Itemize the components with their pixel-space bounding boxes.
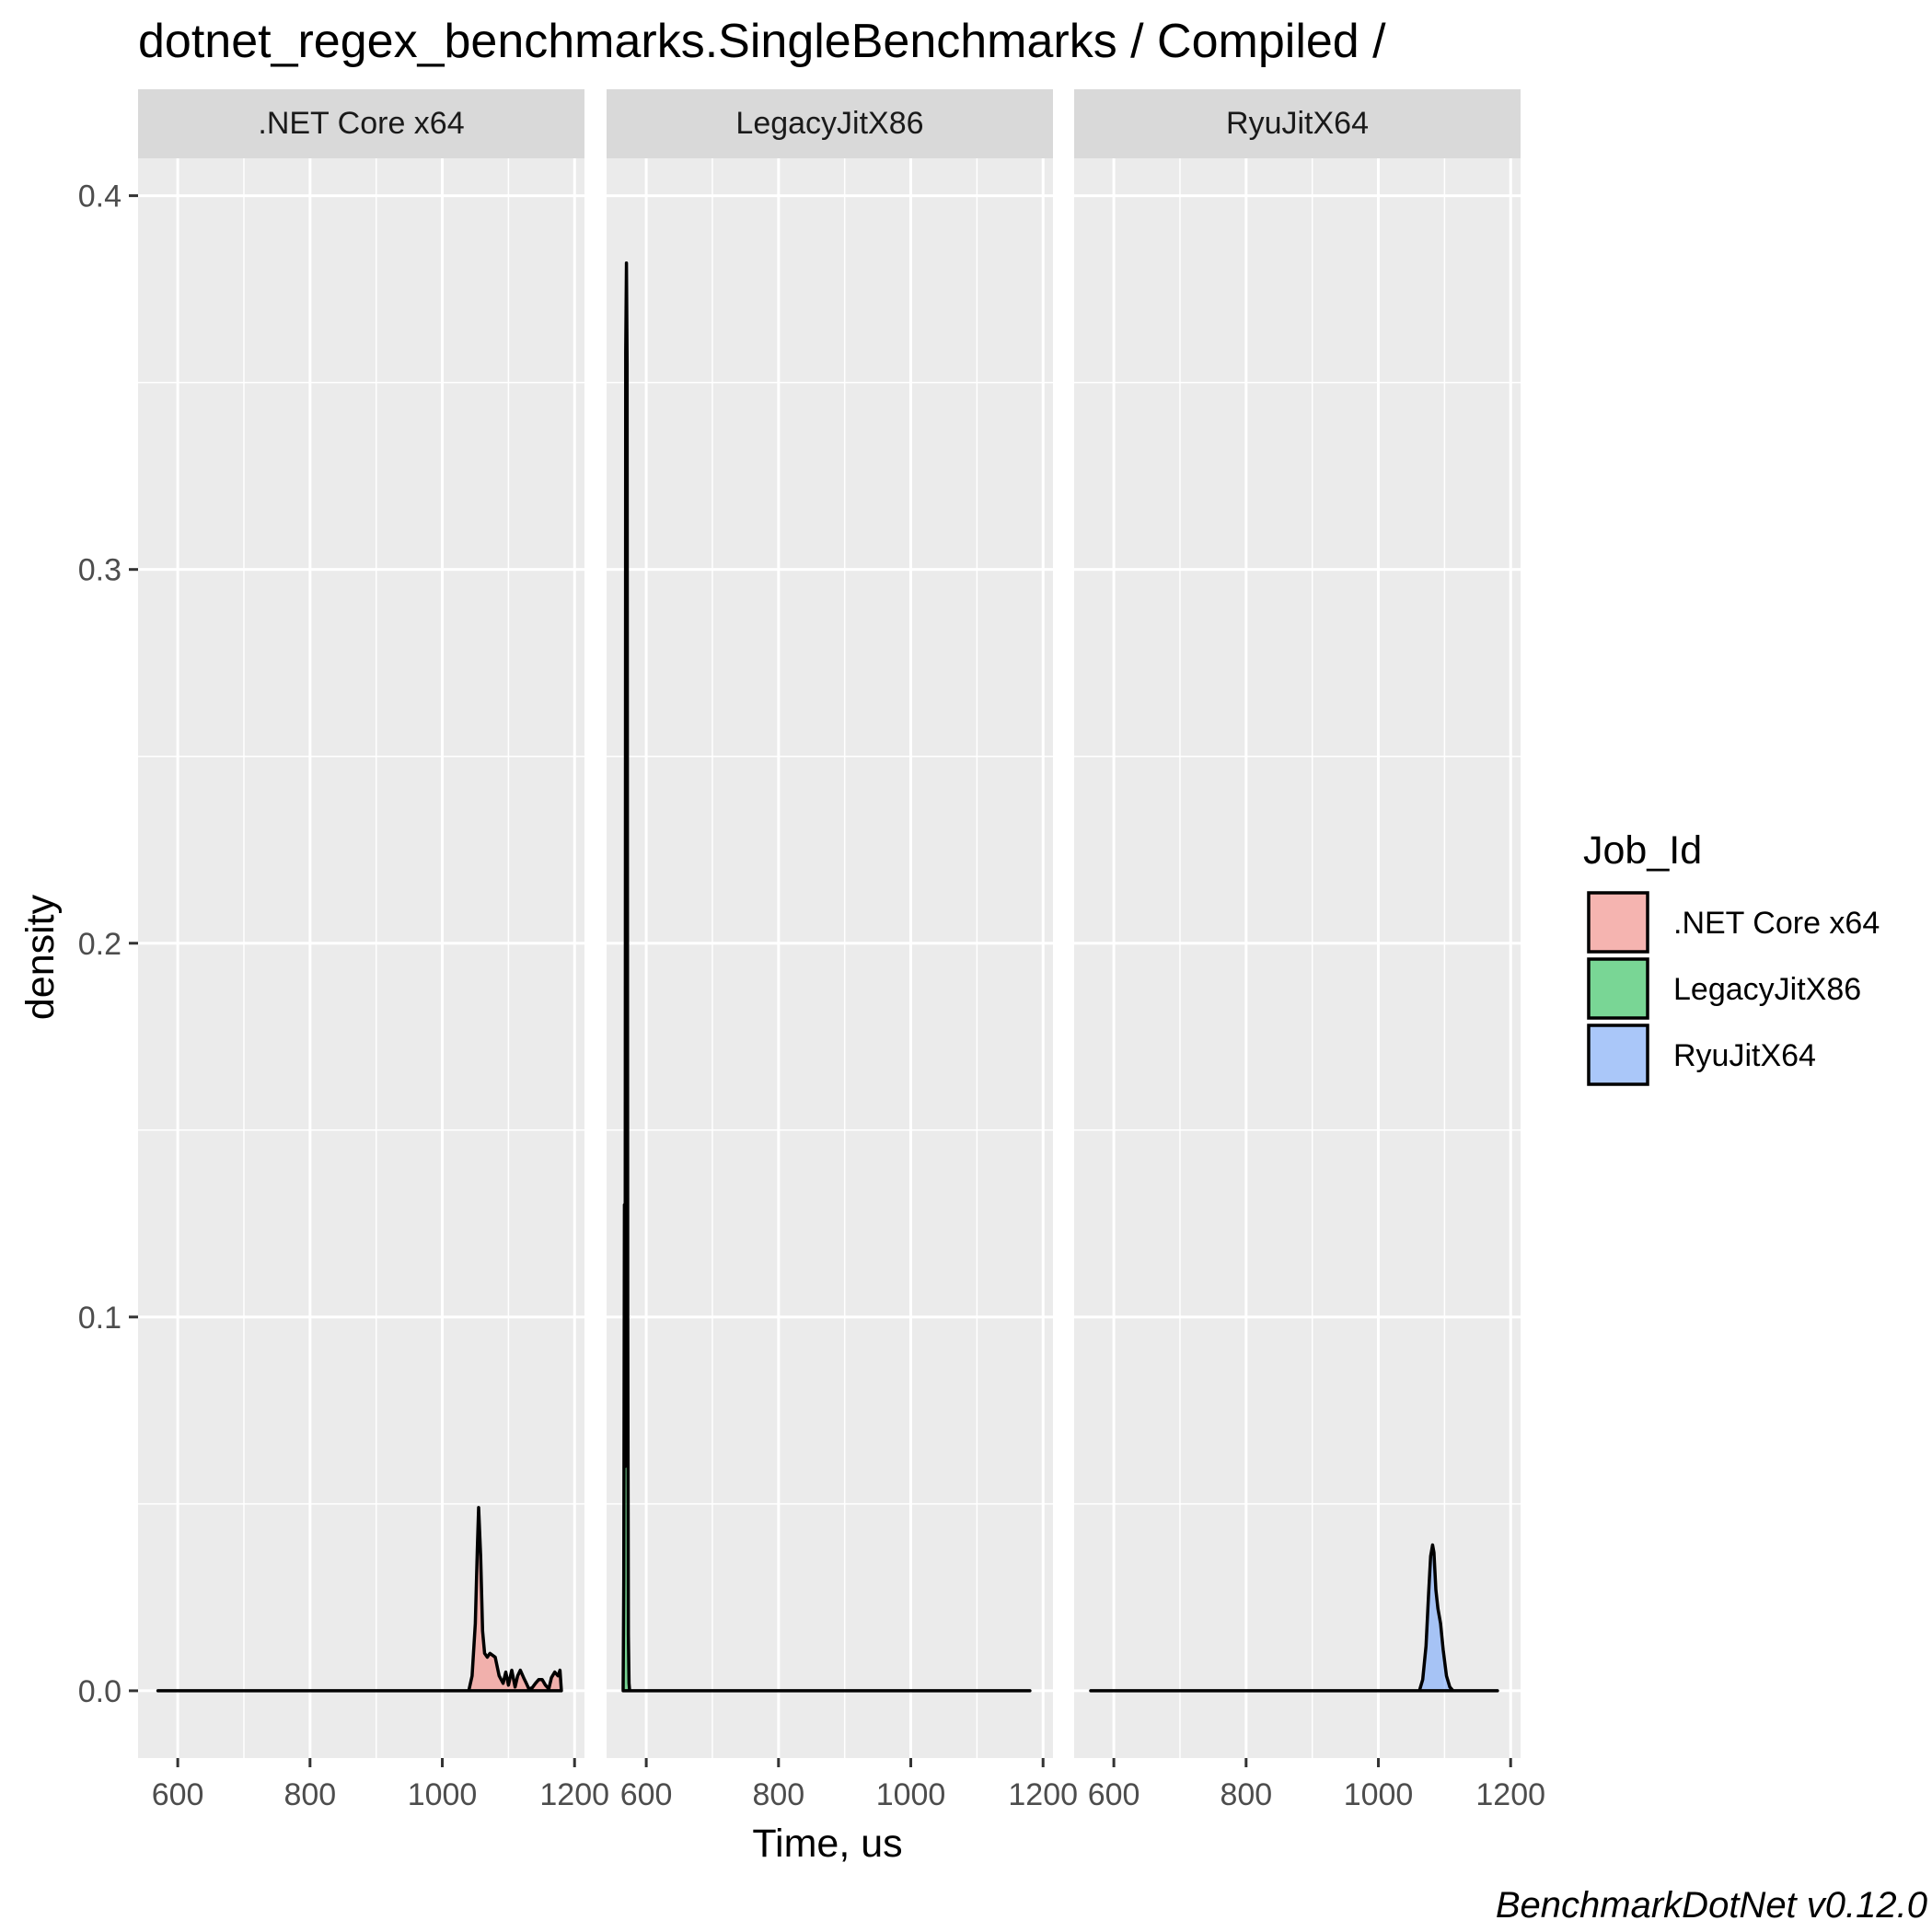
panel-background [1074, 158, 1521, 1758]
legend-label: RyuJitX64 [1673, 1038, 1816, 1073]
facet-panel: .NET Core x64 [138, 89, 584, 1758]
x-tick-label: 1200 [1008, 1777, 1078, 1812]
y-tick-label: 0.2 [78, 927, 121, 962]
x-tick-label: 600 [152, 1777, 204, 1812]
panel-background [138, 158, 584, 1758]
x-tick-label: 1000 [408, 1777, 478, 1812]
x-tick-label: 1000 [1344, 1777, 1414, 1812]
x-tick-label: 1200 [1475, 1777, 1545, 1812]
legend-swatch [1589, 893, 1648, 952]
legend: Job_Id .NET Core x64 LegacyJitX86 RyuJitX6… [1583, 828, 1880, 1086]
chart-title: dotnet_regex_benchmarks.SingleBenchmarks… [138, 15, 1386, 68]
x-tick-label: 600 [1088, 1777, 1140, 1812]
x-axis-title: Time, us [752, 1822, 902, 1866]
facet-strip-label: .NET Core x64 [258, 106, 464, 141]
facet-panel: RyuJitX64 [1074, 89, 1521, 1758]
facet-strip-label: RyuJitX64 [1226, 106, 1369, 141]
facet-panel: LegacyJitX86 [607, 89, 1053, 1758]
legend-items: .NET Core x64 LegacyJitX86 RyuJitX64 [1587, 891, 1880, 1086]
facet-panels: .NET Core x64 LegacyJitX86 RyuJitX64 [138, 89, 1521, 1758]
y-tick-label: 0.3 [78, 553, 121, 588]
x-tick-label: 800 [1220, 1777, 1272, 1812]
y-tick-label: 0.0 [78, 1674, 121, 1709]
legend-swatch [1589, 959, 1648, 1018]
y-axis-title: density [18, 894, 63, 1020]
legend-title: Job_Id [1583, 828, 1702, 873]
legend-swatch [1589, 1025, 1648, 1084]
y-axis: 0.0 0.1 0.2 0.3 0.4 [78, 179, 138, 1709]
x-tick-label: 1200 [539, 1777, 609, 1812]
caption: BenchmarkDotNet v0.12.0 [1496, 1885, 1927, 1926]
panel-background [607, 158, 1053, 1758]
x-axes: 600 800 1000 1200 600 800 1000 1200 600 800 1000 12… [152, 1758, 1545, 1812]
facet-strip-label: LegacyJitX86 [735, 106, 923, 141]
x-tick-label: 600 [620, 1777, 673, 1812]
legend-label: LegacyJitX86 [1673, 972, 1861, 1007]
legend-label: .NET Core x64 [1673, 906, 1880, 941]
x-tick-label: 800 [752, 1777, 804, 1812]
x-tick-label: 1000 [876, 1777, 946, 1812]
y-tick-label: 0.1 [78, 1301, 121, 1336]
y-tick-label: 0.4 [78, 179, 121, 214]
x-tick-label: 800 [283, 1777, 336, 1812]
